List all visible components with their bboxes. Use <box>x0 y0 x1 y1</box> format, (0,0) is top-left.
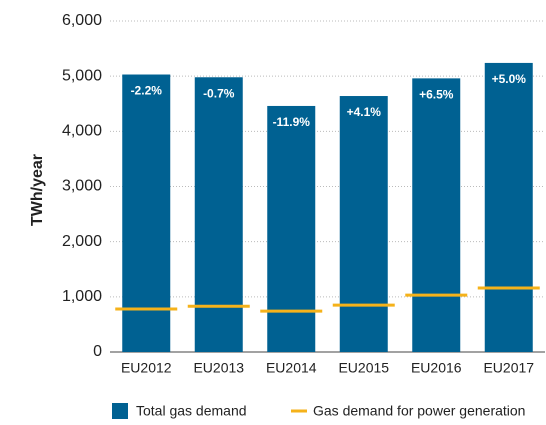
bar <box>267 105 316 352</box>
x-tick-label: EU2016 <box>411 360 462 376</box>
bar <box>122 74 171 353</box>
x-tick-label: EU2014 <box>266 360 317 376</box>
legend-swatch <box>112 403 128 419</box>
x-tick-label: EU2013 <box>193 360 244 376</box>
y-axis-label: TWh/year <box>29 154 46 226</box>
change-label: -2.2% <box>131 84 163 98</box>
bar <box>484 62 533 352</box>
change-label: +4.1% <box>347 105 382 119</box>
y-tick-label: 0 <box>93 343 102 360</box>
change-label: +6.5% <box>419 88 454 102</box>
bar <box>339 96 388 352</box>
legend-label: Total gas demand <box>136 403 247 419</box>
x-tick-label: EU2015 <box>338 360 389 376</box>
y-tick-label: 1,000 <box>62 288 102 305</box>
y-tick-label: 6,000 <box>62 12 102 29</box>
change-label: -0.7% <box>203 86 235 100</box>
y-tick-label: 5,000 <box>62 67 102 84</box>
y-tick-label: 2,000 <box>62 233 102 250</box>
y-tick-label: 3,000 <box>62 178 102 195</box>
change-label: -11.9% <box>273 115 311 129</box>
bar <box>194 77 243 353</box>
y-tick-label: 4,000 <box>62 123 102 140</box>
change-label: +5.0% <box>492 72 527 86</box>
legend-label: Gas demand for power generation <box>313 403 525 419</box>
x-tick-label: EU2017 <box>483 360 534 376</box>
bar <box>412 78 461 352</box>
x-tick-label: EU2012 <box>121 360 172 376</box>
